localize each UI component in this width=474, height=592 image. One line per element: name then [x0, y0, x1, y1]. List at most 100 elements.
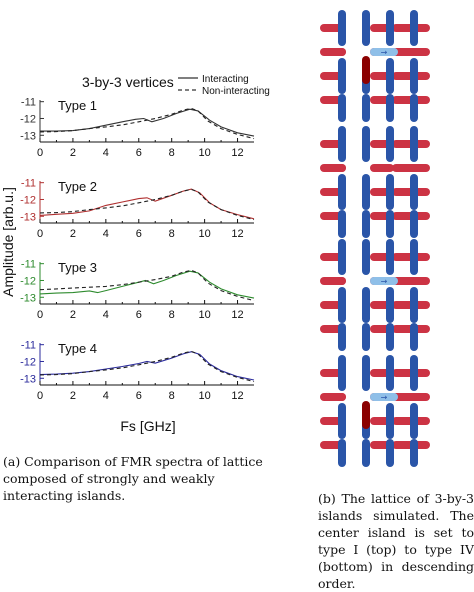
vertical-island — [386, 10, 394, 46]
horizontal-island — [322, 393, 346, 401]
y-tick-label: -11 — [21, 178, 36, 190]
vertical-island — [410, 239, 418, 275]
vertical-island — [410, 126, 418, 162]
x-tick-label: 4 — [103, 147, 109, 159]
spectrum-panel-2: 0 2 4 6 8 10 12 -11 -12 -13 Type 2 — [20, 178, 255, 240]
vertical-island — [338, 439, 346, 467]
x-tick-label: 8 — [169, 228, 175, 240]
series-interacting — [39, 188, 255, 220]
caption-a: (a) Comparison of FMR spectra of lattice… — [3, 454, 263, 503]
vertical-island — [410, 10, 418, 46]
x-tick-label: 0 — [37, 309, 43, 321]
series-interacting — [40, 108, 255, 137]
panel-title: Type 4 — [58, 341, 97, 356]
vertical-island — [362, 287, 370, 323]
x-tick-label: 2 — [70, 228, 76, 240]
vertical-island — [338, 210, 346, 238]
x-axis-label: Fs [GHz] — [120, 418, 175, 434]
lattice-panels: → → → — [320, 10, 430, 467]
x-tick-label: 2 — [70, 390, 76, 402]
horizontal-island — [322, 277, 346, 285]
center-island-highlight — [370, 48, 398, 56]
x-tick-label: 12 — [231, 309, 243, 321]
x-tick-label: 8 — [169, 147, 175, 159]
x-tick-label: 8 — [169, 390, 175, 402]
x-tick-label: 8 — [169, 309, 175, 321]
vertical-island — [338, 239, 346, 275]
spectrum-panel-3: 0 2 4 6 8 10 12 -11 -12 -13 Type 3 — [20, 259, 255, 321]
vertical-island — [338, 58, 346, 94]
vertical-island — [410, 94, 418, 122]
arrow-icon: → — [381, 277, 388, 286]
x-tick-label: 6 — [136, 309, 142, 321]
x-tick-label: 12 — [231, 147, 243, 159]
vertical-island — [410, 323, 418, 351]
vertical-island — [386, 287, 394, 323]
vertical-island — [386, 439, 394, 467]
vertical-island — [338, 403, 346, 439]
vertical-island — [338, 287, 346, 323]
spectrum-panel-1: 0 2 4 6 8 10 12 -11 -12 -13 Type 1 — [20, 97, 255, 159]
x-tick-label: 10 — [198, 309, 210, 321]
vertical-island — [338, 10, 346, 46]
panel-title: Type 2 — [58, 179, 97, 194]
horizontal-island — [370, 164, 394, 172]
y-tick-label: -12 — [20, 194, 36, 206]
x-tick-label: 6 — [136, 228, 142, 240]
lattice-panel-2 — [320, 126, 430, 238]
vertical-island — [410, 403, 418, 439]
y-tick-label: -11 — [21, 259, 36, 271]
vertical-island — [410, 58, 418, 94]
x-tick-label: 0 — [37, 390, 43, 402]
caption-b: (b) The lattice of 3-by-3 islands simula… — [318, 491, 474, 591]
figure-canvas: 0 2 4 6 8 10 12 -11 -12 -13 Type 1 0 2 4 6 8 10 12 -11 -12 -… — [0, 10, 430, 467]
legend-label-non-interacting: Non-interacting — [202, 86, 270, 97]
horizontal-island — [394, 164, 430, 172]
center-island-highlight — [370, 393, 398, 401]
spectra-plots: 0 2 4 6 8 10 12 -11 -12 -13 Type 1 0 2 4 6 8 10 12 -11 -12 -… — [20, 97, 255, 402]
x-tick-label: 2 — [70, 309, 76, 321]
x-tick-label: 10 — [198, 228, 210, 240]
series-non-interacting — [39, 350, 255, 383]
horizontal-island — [394, 277, 430, 285]
vertical-island — [410, 287, 418, 323]
legend: Interacting Non-interacting — [178, 74, 270, 97]
y-tick-label: -12 — [20, 356, 36, 368]
vertical-island — [362, 323, 370, 351]
vertical-island — [362, 439, 370, 467]
y-tick-label: -11 — [21, 97, 36, 109]
vertical-island — [410, 174, 418, 210]
center-island-highlight — [370, 277, 398, 285]
y-tick-label: -11 — [21, 340, 36, 352]
y-tick-label: -13 — [20, 130, 36, 142]
spectrum-panel-4: 0 2 4 6 8 10 12 -11 -12 -13 Type 4 — [20, 340, 255, 402]
horizontal-island — [394, 393, 430, 401]
arrow-icon: → — [381, 48, 388, 57]
vertical-island — [338, 355, 346, 391]
vertical-island — [338, 94, 346, 122]
vertical-island — [410, 355, 418, 391]
chart-title: 3-by-3 vertices — [82, 74, 174, 90]
vertical-island — [338, 323, 346, 351]
y-axis-label: Amplitude [arb.u.] — [0, 187, 16, 297]
vertical-island — [386, 210, 394, 238]
y-tick-label: -13 — [20, 292, 36, 304]
vertical-island — [386, 355, 394, 391]
x-tick-label: 0 — [37, 228, 43, 240]
y-tick-label: -12 — [20, 275, 36, 287]
x-tick-label: 4 — [103, 309, 109, 321]
x-tick-label: 2 — [70, 147, 76, 159]
vertical-island — [386, 126, 394, 162]
vertical-island — [362, 174, 370, 210]
series-interacting — [39, 270, 255, 299]
vertical-island — [362, 239, 370, 275]
vertical-island — [362, 94, 370, 122]
vertical-island — [362, 210, 370, 238]
vertical-island — [362, 10, 370, 46]
vertical-island — [386, 403, 394, 439]
x-tick-label: 4 — [103, 390, 109, 402]
series-non-interacting — [39, 107, 255, 140]
x-tick-label: 10 — [198, 147, 210, 159]
y-tick-label: -12 — [20, 113, 36, 125]
x-tick-label: 12 — [231, 390, 243, 402]
